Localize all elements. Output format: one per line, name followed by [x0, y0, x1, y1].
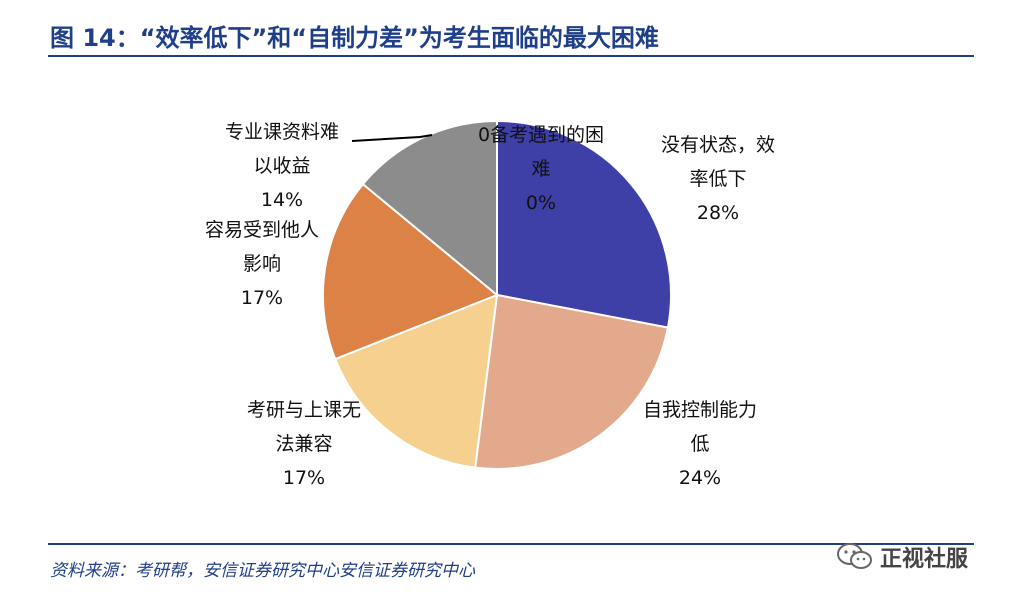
wechat-icon — [837, 543, 872, 569]
slice-label-3: 容易受到他人 — [205, 219, 319, 241]
title-divider — [48, 55, 974, 57]
slice-percent-2: 17% — [283, 467, 325, 489]
pie-slice-2 — [333, 293, 499, 469]
slice-label-4: 专业课资料难 — [225, 121, 339, 143]
slice-label-0: 率低下 — [689, 168, 746, 190]
leader-line — [351, 134, 433, 142]
watermark: 正视社服 — [836, 541, 968, 573]
slice-label-0: 没有状态，效 — [661, 134, 775, 156]
slice-label-5: 难 — [531, 158, 550, 180]
slice-percent-5: 0% — [526, 192, 556, 214]
slice-label-5: 0备考遇到的困 — [478, 124, 604, 146]
slice-percent-0: 28% — [697, 202, 739, 224]
pie-slice-3 — [322, 182, 499, 361]
pie-slice-4 — [361, 119, 498, 298]
slice-label-4: 以收益 — [253, 155, 310, 177]
slice-percent-3: 17% — [241, 287, 283, 309]
slice-percent-4: 14% — [261, 189, 303, 211]
slice-label-1: 低 — [690, 433, 709, 455]
pie-slice-0 — [496, 119, 673, 329]
slice-label-2: 法兼容 — [275, 433, 332, 455]
figure-title: 图 14：“效率低下”和“自制力差”为考生面临的最大困难 — [50, 24, 659, 52]
slice-label-2: 考研与上课无 — [247, 399, 361, 421]
pie-slice-1 — [474, 293, 670, 471]
source-divider — [48, 543, 974, 545]
watermark-text: 正视社服 — [880, 547, 969, 572]
slice-label-3: 影响 — [243, 253, 281, 275]
slice-percent-1: 24% — [679, 467, 721, 489]
slice-label-1: 自我控制能力 — [643, 399, 757, 421]
source-note: 资料来源：考研帮，安信证券研究中心安信证券研究中心 — [50, 561, 475, 581]
